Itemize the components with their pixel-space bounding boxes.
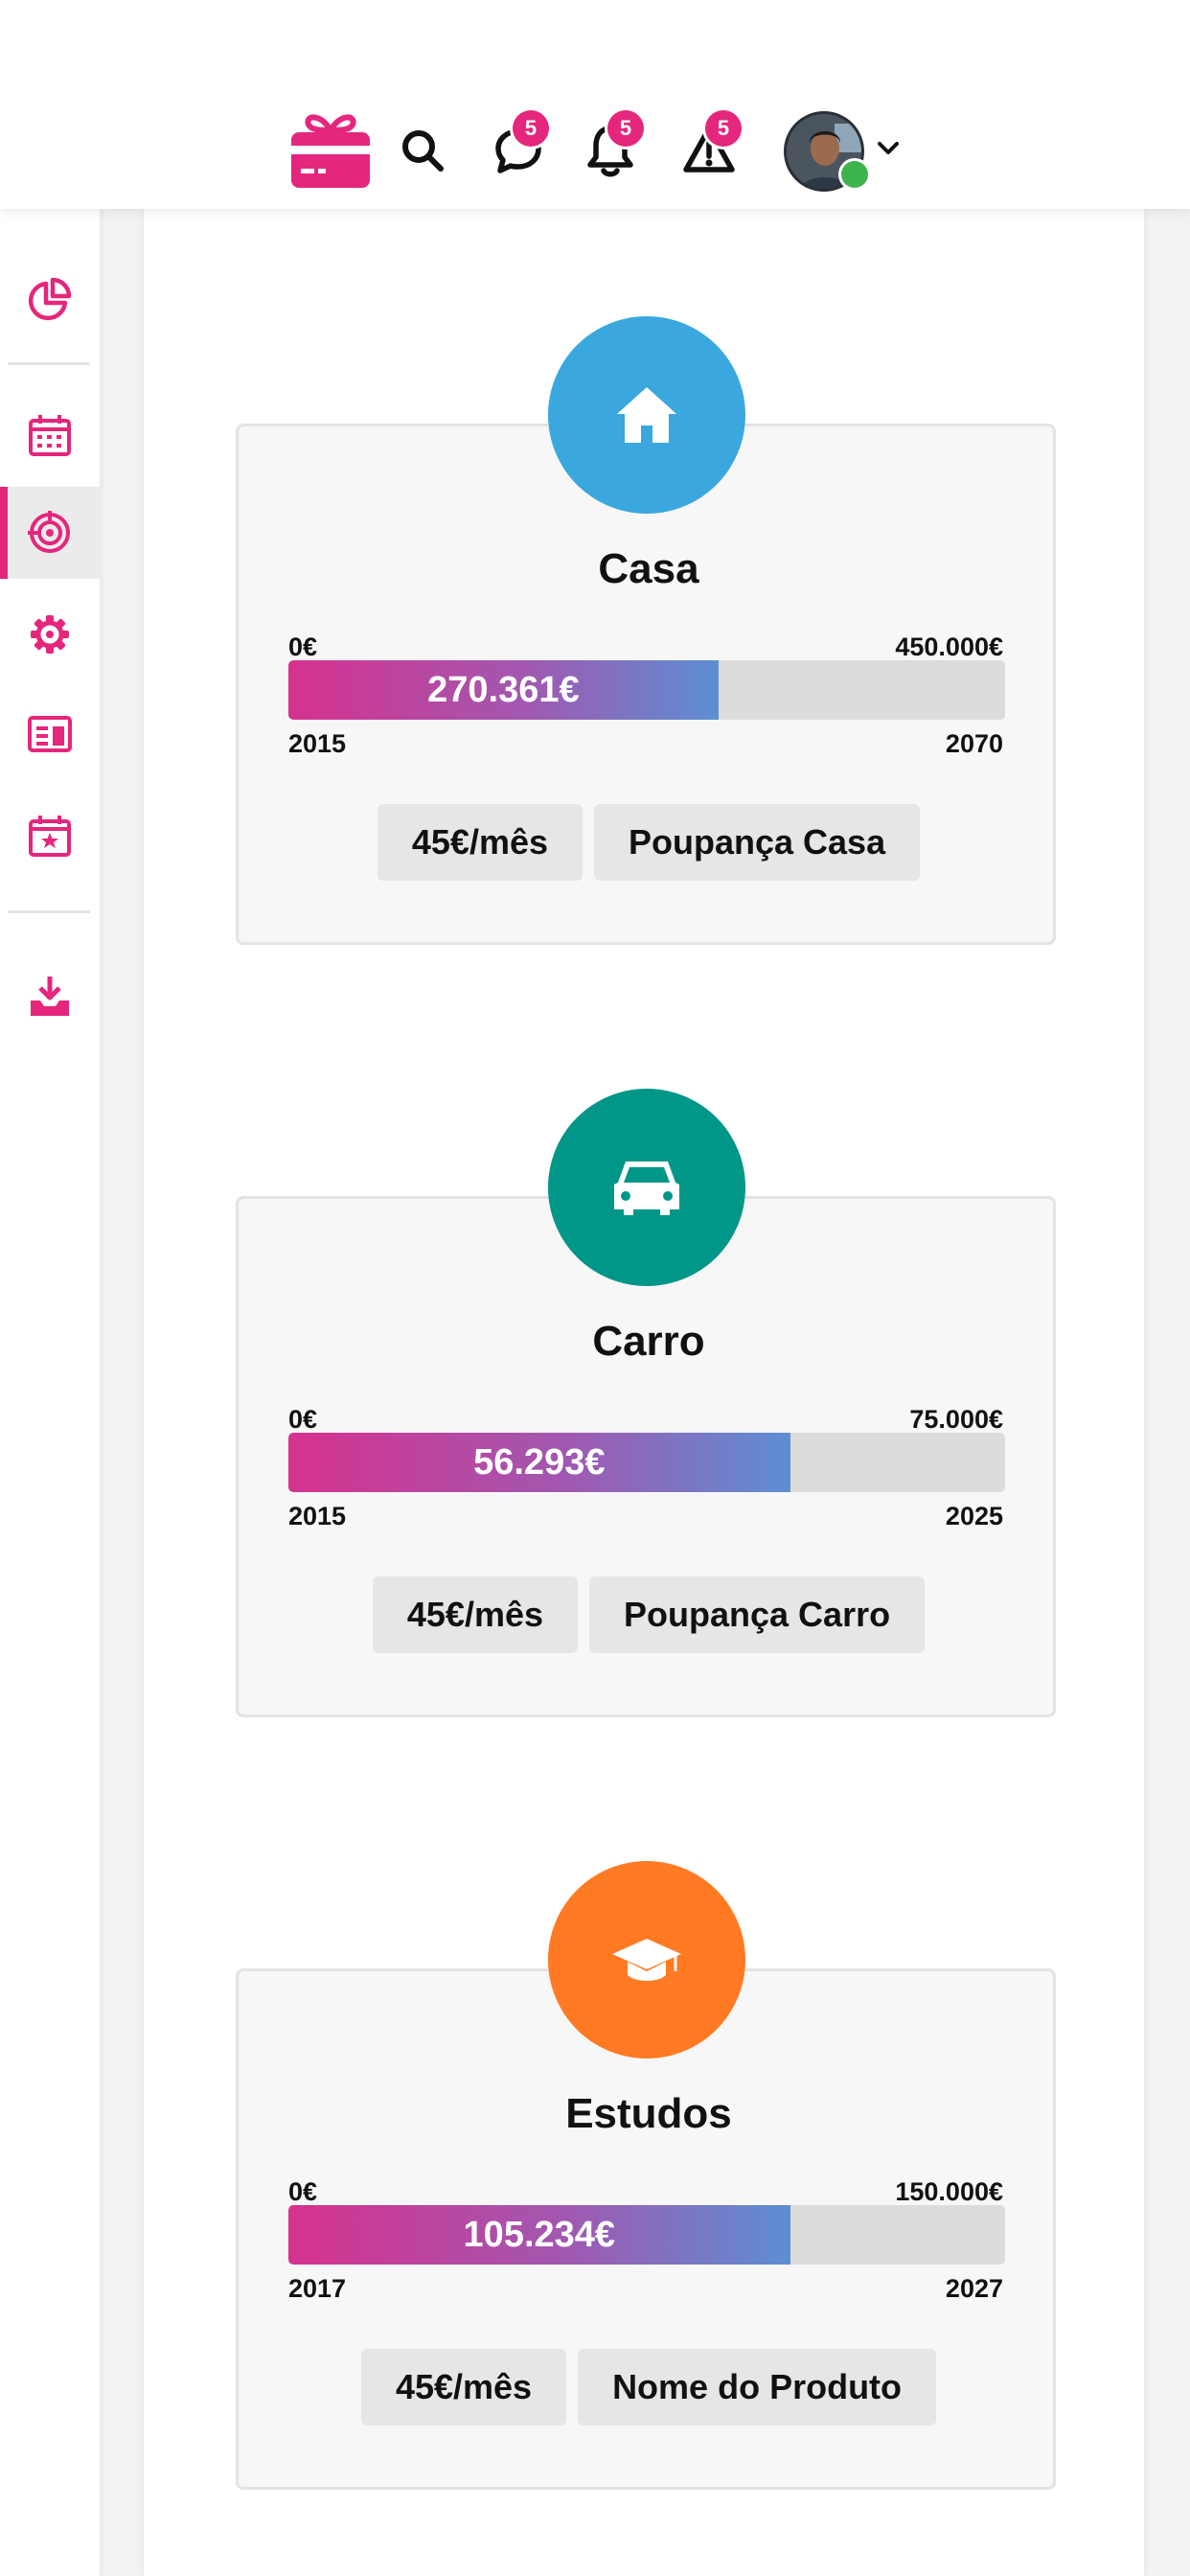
sidebar-item-settings[interactable] <box>0 588 100 680</box>
product-chip[interactable]: Poupança Casa <box>594 804 921 881</box>
online-status-indicator <box>841 161 868 188</box>
sidebar-item-goals[interactable] <box>0 487 100 579</box>
chevron-down-icon[interactable] <box>874 134 903 163</box>
monthly-amount-chip[interactable]: 45€/mês <box>372 1576 579 1653</box>
sidebar-item-download[interactable] <box>0 951 100 1043</box>
sidebar-item-events[interactable] <box>0 790 100 882</box>
goal-progress-fill: 270.361€ <box>288 660 719 720</box>
goal-max-label: 75.000€ <box>909 1405 1003 1434</box>
search-icon[interactable] <box>397 125 448 176</box>
product-chip[interactable]: Poupança Carro <box>589 1576 926 1653</box>
pie-chart-icon <box>28 277 72 321</box>
goal-title: Casa <box>598 545 699 592</box>
goal-start-year: 2015 <box>288 729 347 758</box>
goal-start-year: 2017 <box>288 2274 347 2303</box>
monthly-amount-chip[interactable]: 45€/mês <box>360 2349 567 2426</box>
goal-tags: 45€/mês Poupança Casa <box>239 804 1059 881</box>
car-icon <box>614 1162 679 1215</box>
goal-progress-bar: 270.361€ <box>288 660 1005 720</box>
goal-min-label: 0€ <box>288 632 318 661</box>
goal-end-year: 2070 <box>945 729 1003 758</box>
gift-card-icon[interactable] <box>287 107 374 194</box>
goal-progress-fill: 105.234€ <box>288 2205 790 2265</box>
goal-min-label: 0€ <box>288 2177 318 2206</box>
goal-title: Estudos <box>565 2090 732 2137</box>
house-icon <box>617 387 676 443</box>
sidebar-item-calendar[interactable] <box>0 389 100 481</box>
goal-min-label: 0€ <box>288 1405 318 1434</box>
product-chip[interactable]: Nome do Produto <box>578 2349 937 2426</box>
news-card-icon <box>28 716 72 752</box>
goal-progress-fill: 56.293€ <box>288 1433 790 1492</box>
target-icon <box>28 511 70 553</box>
sidebar-divider <box>8 910 90 913</box>
goal-max-label: 450.000€ <box>895 632 1003 661</box>
goal-end-year: 2025 <box>945 1502 1003 1530</box>
goal-max-label: 150.000€ <box>895 2177 1003 2206</box>
goal-tags: 45€/mês Poupança Carro <box>239 1576 1059 1653</box>
goal-end-year: 2027 <box>945 2274 1003 2303</box>
calendar-icon <box>29 415 71 456</box>
monthly-amount-chip[interactable]: 45€/mês <box>377 804 583 881</box>
goal-card[interactable]: Casa 0€ 450.000€ 270.361€ 2015 2070 45€/… <box>236 424 1056 945</box>
calendar-star-icon <box>29 816 71 857</box>
bell-badge: 5 <box>607 110 644 147</box>
goal-icon-circle <box>548 1861 745 2058</box>
alerts-badge: 5 <box>705 110 742 147</box>
goal-start-year: 2015 <box>288 1502 347 1530</box>
goal-progress-bar: 56.293€ <box>288 1433 1005 1492</box>
alert-icon[interactable] <box>680 121 738 178</box>
graduation-cap-icon <box>612 1939 681 1981</box>
download-tray-icon <box>31 977 69 1016</box>
messages-badge: 5 <box>513 110 549 147</box>
goal-tags: 45€/mês Nome do Produto <box>239 2349 1059 2426</box>
top-header: 5 5 5 <box>0 0 1190 209</box>
messages-icon[interactable] <box>491 123 546 178</box>
goal-card[interactable]: Carro 0€ 75.000€ 56.293€ 2015 2025 45€/m… <box>236 1196 1056 1717</box>
sidebar-item-dashboard[interactable] <box>0 253 100 345</box>
sidebar-divider <box>8 362 90 365</box>
sidebar-item-news[interactable] <box>0 688 100 780</box>
goal-progress-bar: 105.234€ <box>288 2205 1005 2265</box>
goal-title: Carro <box>592 1318 705 1365</box>
goal-icon-circle <box>548 316 745 514</box>
sidebar <box>0 209 100 2576</box>
gear-icon <box>31 615 69 654</box>
goal-icon-circle <box>548 1089 745 1286</box>
